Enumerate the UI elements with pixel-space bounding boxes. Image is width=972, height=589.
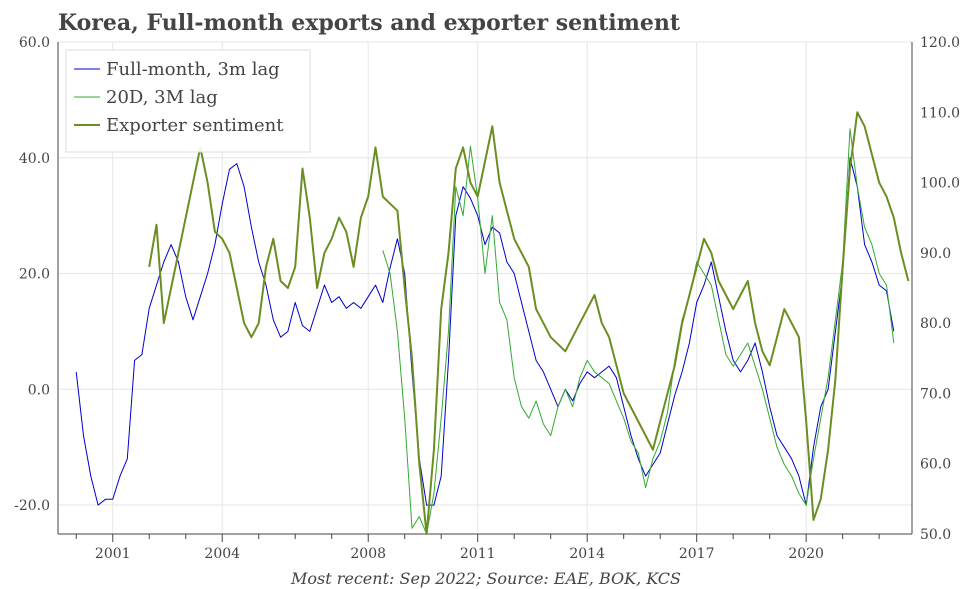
- x-tick-label: 2020: [788, 546, 824, 562]
- series-line-1: [382, 128, 895, 535]
- y-right-tick-label: 80.0: [920, 316, 951, 332]
- x-tick-label: 2004: [204, 546, 240, 562]
- x-tick-label: 2001: [95, 546, 131, 562]
- y-left-tick-label: 60.0: [19, 35, 50, 51]
- y-right-tick-label: 50.0: [920, 527, 951, 543]
- x-tick-label: 2008: [350, 546, 386, 562]
- x-tick-label: 2014: [569, 546, 605, 562]
- y-right-tick-label: 60.0: [920, 457, 951, 473]
- y-left-tick-label: 40.0: [19, 151, 50, 167]
- chart-caption: Most recent: Sep 2022; Source: EAE, BOK,…: [290, 569, 681, 588]
- y-right-tick-label: 90.0: [920, 246, 951, 262]
- series-line-0: [75, 157, 895, 506]
- legend-label-0: Full-month, 3m lag: [106, 59, 280, 80]
- y-left-tick-label: 20.0: [19, 267, 50, 283]
- series-lines: [75, 111, 910, 535]
- legend-label-1: 20D, 3M lag: [106, 87, 218, 108]
- series-line-2: [148, 111, 910, 535]
- y-right-tick-label: 120.0: [920, 35, 960, 51]
- y-right-tick-label: 100.0: [920, 176, 960, 192]
- y-right-tick-label: 110.0: [920, 105, 960, 121]
- axes: -20.0 0.0 20.0 40.0 60.0 50.0 60.0 70.0 80.0 90.0…: [14, 35, 960, 562]
- chart-title: Korea, Full-month exports and exporter s…: [58, 10, 681, 36]
- y-right-tick-label: 70.0: [920, 386, 951, 402]
- legend: Full-month, 3m lag 20D, 3M lag Exporter se…: [65, 49, 311, 153]
- x-tick-label: 2017: [679, 546, 715, 562]
- y-left-tick-label: 0.0: [28, 382, 50, 398]
- y-left-tick-label: -20.0: [14, 498, 50, 514]
- legend-box: [65, 49, 311, 153]
- legend-label-2: Exporter sentiment: [106, 115, 284, 136]
- x-tick-label: 2011: [460, 546, 496, 562]
